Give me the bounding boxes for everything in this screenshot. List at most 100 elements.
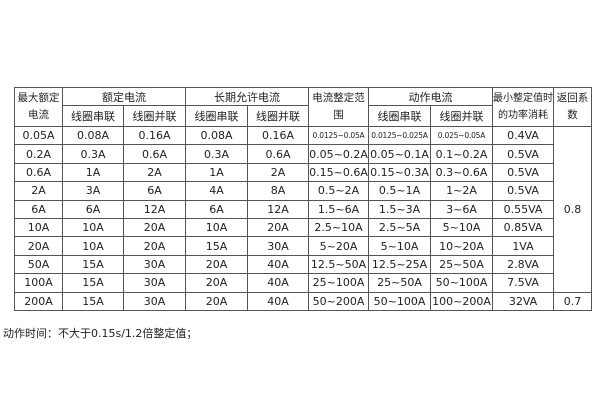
table-cell: 3~6A: [430, 199, 493, 219]
table-cell: 15A: [185, 236, 248, 256]
table-cell: 0.6A: [247, 144, 309, 164]
header-parallel: 线圈并联: [123, 105, 186, 127]
table-cell: 1A: [185, 162, 248, 183]
table-cell: 30A: [123, 273, 186, 293]
header-parallel: 线圈并联: [247, 105, 309, 127]
table-cell: 25~50A: [430, 254, 493, 275]
table-cell: 2.5~5A: [368, 217, 431, 238]
table-cell: 40A: [247, 254, 309, 275]
table-cell: 0.5VA: [492, 181, 554, 201]
header-min-power: 最小整定值时的功率消耗: [492, 87, 554, 127]
table-row: 200A 15A 30A 20A 40A 50~200A 50~100A 100~200A 32…: [14, 291, 592, 311]
header-series: 线圈串联: [62, 105, 124, 127]
table-cell: 10A: [14, 217, 63, 238]
table-cell: 2.5~10A: [308, 217, 369, 238]
table-cell: 15A: [62, 291, 124, 311]
table-cell: 0.16A: [123, 125, 186, 146]
table-cell: 10~20A: [430, 236, 493, 256]
header-series: 线圈串联: [185, 105, 248, 127]
table-cell: 0.5~2A: [308, 181, 369, 201]
table-cell: 10A: [185, 217, 248, 238]
table-cell: 7.5VA: [492, 273, 554, 293]
table-cell: 0.5~1A: [368, 181, 431, 201]
table-cell: 0.55VA: [492, 199, 554, 219]
table-cell: 5~10A: [430, 217, 493, 238]
table-cell: 12A: [123, 199, 186, 219]
table-cell: 2A: [247, 162, 309, 183]
table-cell: 25~100A: [308, 273, 369, 293]
table-cell: 10A: [62, 217, 124, 238]
table-cell: 15A: [62, 254, 124, 275]
table-cell: 50~100A: [368, 291, 431, 311]
table-cell: 0.3A: [185, 144, 248, 164]
table-row: 0.6A 1A 2A 1A 2A 0.15~0.6A 0.15~0.3A 0.3~0.6A 0.…: [14, 162, 592, 183]
table-cell: 15A: [62, 273, 124, 293]
header-series: 线圈串联: [368, 105, 431, 127]
table-cell: 32VA: [492, 291, 554, 311]
table-cell: 0.05A: [14, 125, 63, 146]
table-cell: 2A: [123, 162, 186, 183]
table-cell: 0.0125~0.025A: [368, 125, 431, 146]
table-cell: 0.15~0.3A: [368, 162, 431, 183]
table-cell: 8A: [247, 181, 309, 201]
table-cell: 30A: [123, 291, 186, 311]
table-cell: 40A: [247, 273, 309, 293]
table-cell: 20A: [185, 254, 248, 275]
table-cell: 0.6A: [123, 144, 186, 164]
table-cell: 0.3A: [62, 144, 124, 164]
table-cell: 6A: [185, 199, 248, 219]
table-cell: 1~2A: [430, 181, 493, 201]
table-row: 6A 6A 12A 6A 12A 1.5~6A 1.5~3A 3~6A 0.55VA: [14, 199, 592, 219]
table-cell: 0.6A: [14, 162, 63, 183]
table-cell: 20A: [185, 291, 248, 311]
table-cell: 0.05~0.1A: [368, 144, 431, 164]
table-cell: 50~200A: [308, 291, 369, 311]
table-cell: 0.5VA: [492, 144, 554, 164]
header-long-term: 长期允许电流: [185, 87, 309, 106]
table-cell: 1.5~6A: [308, 199, 369, 219]
table-cell: 0.15~0.6A: [308, 162, 369, 183]
table-cell: 30A: [123, 254, 186, 275]
table-row: 10A 10A 20A 10A 20A 2.5~10A 2.5~5A 5~10A 0.85VA: [14, 217, 592, 238]
table-cell: 1A: [62, 162, 124, 183]
table-cell: 12.5~50A: [308, 254, 369, 275]
table-cell: 0.3~0.6A: [430, 162, 493, 183]
table-cell: 20A: [247, 217, 309, 238]
table-cell: 50A: [14, 254, 63, 275]
table-cell: 12A: [247, 199, 309, 219]
table-cell: 25~50A: [368, 273, 431, 293]
table-cell: 20A: [123, 236, 186, 256]
table-cell: 6A: [62, 199, 124, 219]
table-cell: 0.4VA: [492, 125, 554, 146]
table-cell: 3A: [62, 181, 124, 201]
table-cell: 6A: [14, 199, 63, 219]
table-cell: 2.8VA: [492, 254, 554, 275]
table-cell: 5~20A: [308, 236, 369, 256]
header-setting-range: 电流整定范围: [308, 87, 369, 127]
table-cell: 0.08A: [62, 125, 124, 146]
table-cell: 4A: [185, 181, 248, 201]
return-coef-cell: 0.7: [553, 291, 592, 311]
spec-table: 最大额定电流 额定电流 长期允许电流 电流整定范围 动作电流 最小整定值时的功率…: [14, 87, 592, 311]
table-cell: 6A: [123, 181, 186, 201]
table-cell: 50~100A: [430, 273, 493, 293]
table-cell: 1.5~3A: [368, 199, 431, 219]
table-cell: 200A: [14, 291, 63, 311]
header-return-coef: 返回系数: [553, 87, 592, 127]
table-cell: 0.2A: [14, 144, 63, 164]
table-cell: 30A: [247, 236, 309, 256]
table-cell: 100A: [14, 273, 63, 293]
table-row: 100A 15A 30A 20A 40A 25~100A 25~50A 50~100A 7.5V…: [14, 273, 592, 293]
table-row: 0.05A 0.08A 0.16A 0.08A 0.16A 0.0125~0.05A 0.0…: [14, 125, 592, 293]
table-row: 50A 15A 30A 20A 40A 12.5~50A 12.5~25A 25~50A 2.8…: [14, 254, 592, 275]
table-cell: 0.08A: [185, 125, 248, 146]
table-cell: 40A: [247, 291, 309, 311]
table-cell: 0.0125~0.05A: [308, 125, 369, 146]
table-cell: 0.1~0.2A: [430, 144, 493, 164]
table-cell: 1VA: [492, 236, 554, 256]
table-row: 20A 10A 20A 15A 30A 5~20A 5~10A 10~20A 1VA: [14, 236, 592, 256]
table-cell: 0.85VA: [492, 217, 554, 238]
header-rated-current: 额定电流: [62, 87, 186, 106]
table-cell: 0.16A: [247, 125, 309, 146]
table-cell: 0.025~0.05A: [430, 125, 493, 146]
